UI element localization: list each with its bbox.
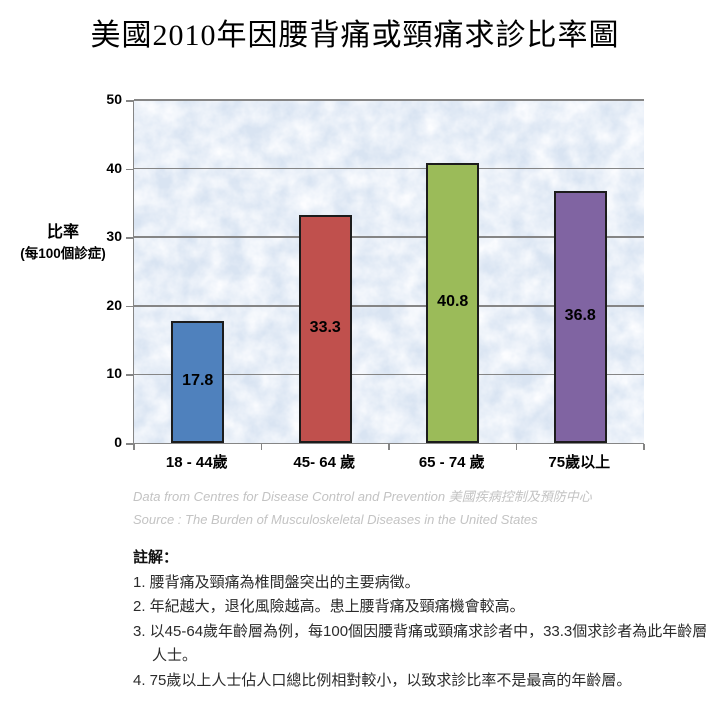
source-line-2: Source : The Burden of Musculoskeletal D… [133, 512, 538, 527]
source-note: Data from Centres for Disease Control an… [133, 485, 693, 531]
bar-2 [298, 214, 352, 443]
bar-4 [553, 190, 607, 443]
y-axis-tick-30 [126, 237, 133, 239]
y-axis-tick-20 [126, 305, 133, 308]
x-axis-tick-1 [133, 444, 135, 450]
category-label-1: 18 - 44歲 [165, 454, 228, 471]
x-axis-tick-end [643, 444, 645, 450]
note-item-1: 1. 腰背痛及頸痛為椎間盤突出的主要病徵。 [133, 573, 420, 591]
gridline-30 [134, 236, 644, 238]
y-axis-tick-10 [126, 374, 133, 376]
x-axis-tick-2 [260, 444, 262, 450]
y-axis-tick-label-40: 40 [106, 159, 122, 176]
gridline-20 [134, 305, 644, 307]
note-item-3: 3. 以45-64歲年齡層為例，每100個因腰背痛或頸痛求診者中，33.3個求診… [133, 622, 708, 665]
notes-title: 註解： [133, 549, 179, 566]
notes-block: 註解： 1. 腰背痛及頸痛為椎間盤突出的主要病徵。 2. 年紀越大，退化風險越高… [133, 546, 710, 693]
y-axis-title: 比率 (每100個診症) [2, 222, 124, 264]
y-axis-title-line2: (每100個診症) [20, 246, 106, 261]
x-axis-tick-3 [388, 444, 390, 450]
bar-3 [426, 163, 480, 443]
category-label-4: 75歲以上 [548, 454, 611, 471]
bar-1 [171, 320, 225, 443]
bar-value-label-2: 33.3 [309, 318, 341, 336]
y-axis-tick-label-10: 10 [106, 365, 122, 382]
plot-area: 17.8 33.3 40.8 36.8 [133, 99, 644, 444]
bar-value-label-4: 36.8 [564, 306, 596, 324]
bar-value-label-1: 17.8 [182, 371, 214, 389]
source-line-1: Data from Centres for Disease Control an… [133, 489, 592, 504]
y-axis-tick-label-50: 50 [106, 91, 122, 107]
gridline-10 [134, 373, 644, 376]
bar-chart: 比率 (每100個診症) 17.8 33.3 40.8 36.8 0 10 20 30 40 5… [2, 91, 645, 471]
y-axis-tick-label-30: 30 [106, 228, 122, 245]
y-axis-tick-0 [126, 443, 133, 445]
gridline-50 [134, 99, 644, 101]
gridline-40 [134, 167, 644, 170]
category-label-2: 45- 64 歲 [293, 454, 356, 471]
y-axis-tick-label-0: 0 [114, 434, 122, 450]
y-axis-tick-50 [126, 100, 133, 102]
bar-value-label-3: 40.8 [437, 293, 469, 311]
note-item-2: 2. 年紀越大，退化風險越高。患上腰背痛及頸痛機會較高。 [133, 598, 525, 615]
note-item-4: 4. 75歲以上人士佔人口總比例相對較小，以致求診比率不是最高的年齡層。 [133, 671, 632, 689]
category-label-3: 65 - 74 歲 [418, 454, 485, 471]
x-axis-tick-4 [515, 444, 517, 450]
y-axis-tick-40 [126, 168, 133, 171]
chart-title: 美國2010年因腰背痛或頸痛求診比率圖 [90, 19, 620, 52]
y-axis-title-line1: 比率 [46, 224, 79, 241]
y-axis-tick-label-20: 20 [106, 296, 122, 313]
